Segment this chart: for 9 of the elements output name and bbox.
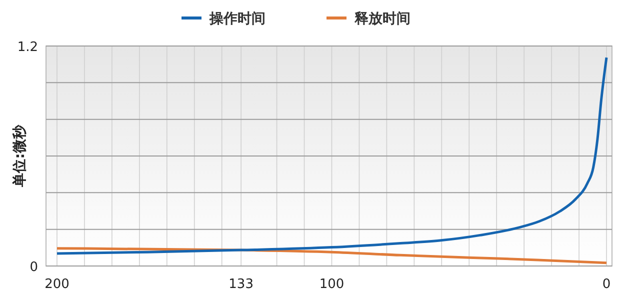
x-tick-label: 200	[44, 277, 70, 292]
line-series	[56, 56, 608, 255]
legend-label: 操作时间	[208, 11, 266, 27]
x-tick-label: 100	[319, 277, 344, 292]
x-tick-label: 133	[228, 277, 254, 292]
y-axis-title: 单位:微秒	[12, 124, 28, 188]
legend-label: 释放时间	[354, 11, 410, 27]
x-tick-label: 0	[602, 277, 611, 292]
y-tick-label: 1.2	[17, 40, 38, 55]
